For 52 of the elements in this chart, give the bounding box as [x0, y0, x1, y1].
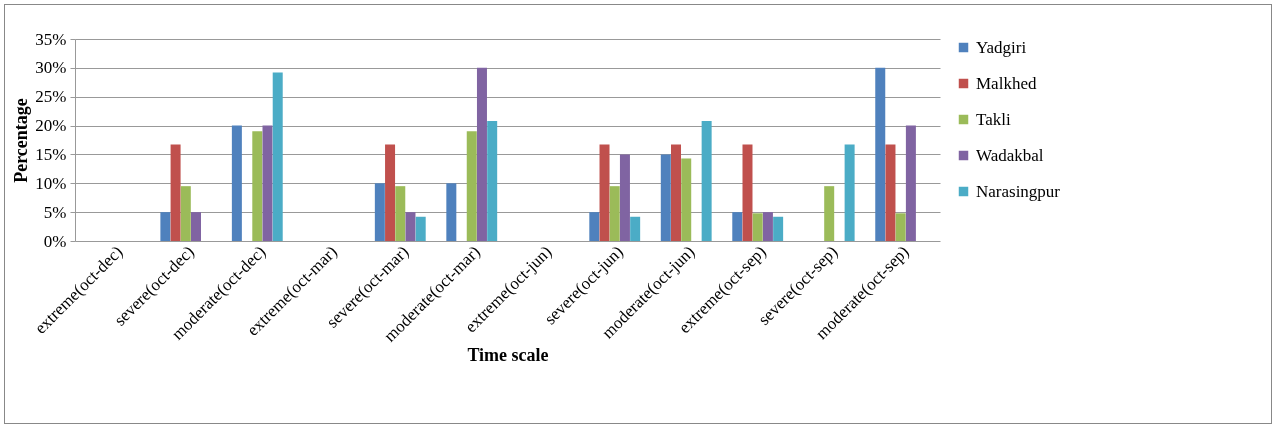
bar	[905, 125, 916, 241]
bar	[170, 144, 181, 241]
bar	[272, 72, 283, 241]
bar	[885, 144, 896, 241]
bar	[262, 125, 273, 241]
y-axis-title: Percentage	[11, 98, 32, 183]
bar	[599, 144, 610, 241]
legend-label: Narasingpur	[976, 181, 1061, 201]
bar	[671, 144, 682, 241]
bar	[160, 212, 171, 241]
legend-label: Wadakbal	[976, 145, 1044, 165]
bar	[191, 212, 202, 241]
y-tick-label: 25%	[35, 87, 67, 107]
bar	[762, 212, 773, 241]
y-tick-label: 30%	[35, 58, 67, 78]
bar	[732, 212, 743, 241]
bar	[405, 212, 416, 241]
bar	[466, 131, 477, 241]
bar	[589, 212, 600, 241]
bar	[752, 213, 763, 241]
bar	[895, 213, 906, 241]
bar	[773, 216, 784, 241]
y-tick-label: 10%	[35, 173, 67, 193]
bar	[681, 158, 692, 241]
bar	[415, 216, 426, 241]
bar	[824, 186, 835, 241]
bar	[609, 186, 620, 241]
bar	[252, 131, 263, 241]
bar	[701, 120, 712, 241]
y-tick-label: 5%	[43, 202, 67, 222]
y-tick-label: 0%	[43, 231, 67, 251]
bar	[630, 216, 641, 241]
y-tick-label: 35%	[35, 29, 67, 49]
bar	[476, 67, 487, 241]
legend-label: Malkhed	[976, 73, 1037, 93]
bar	[231, 125, 242, 241]
bar	[742, 144, 753, 241]
bar	[385, 144, 396, 241]
y-tick-label: 20%	[35, 116, 67, 136]
legend-label: Yadgiri	[976, 37, 1027, 57]
x-axis-title: Time scale	[467, 344, 549, 365]
bar	[660, 154, 671, 241]
bar	[446, 183, 457, 241]
bar	[619, 154, 630, 241]
bar	[374, 183, 385, 241]
bar	[875, 67, 886, 241]
legend-label: Takli	[976, 109, 1011, 129]
y-tick-label: 15%	[35, 144, 67, 164]
bar	[180, 186, 191, 241]
bar	[487, 120, 498, 241]
bar	[844, 144, 855, 241]
bar	[395, 186, 406, 241]
